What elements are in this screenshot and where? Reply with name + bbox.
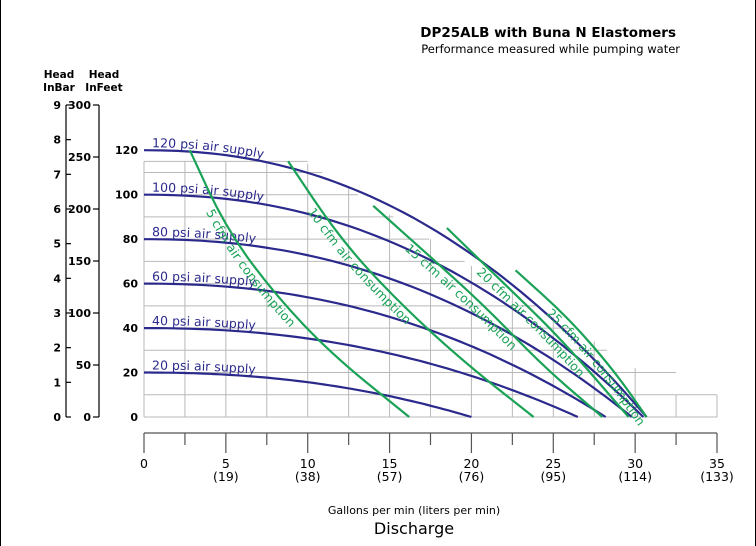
bar-tick-label: 1	[53, 376, 61, 389]
x-tick-label: 35	[709, 456, 725, 471]
bar-axis-header: InBar	[43, 82, 75, 94]
psi-tick-label: 40	[123, 322, 139, 335]
chart-subtitle: Performance measured while pumping water	[421, 42, 680, 56]
psi-tick-label: 80	[123, 233, 139, 246]
x-tick-label: 0	[140, 456, 148, 471]
pressure-curve	[144, 193, 645, 418]
x-tick-label: 20	[463, 456, 479, 471]
bar-tick-label: 2	[53, 342, 61, 355]
frame-left-border	[0, 0, 1, 546]
x-axis-label: Gallons per min (liters per min)	[328, 504, 500, 517]
x-tick-label: 5	[222, 456, 230, 471]
bar-tick-label: 4	[53, 272, 61, 285]
pressure-curve-label: 120 psi air supply	[152, 135, 266, 161]
x-tick-sublabel: (133)	[700, 469, 734, 484]
psi-tick-label: 100	[115, 189, 138, 202]
air-curve-label: 5 cfm air consumption	[203, 206, 299, 329]
x-tick-sublabel: (19)	[213, 469, 239, 484]
air-curve-label-text: 5 cfm air consumption	[203, 206, 299, 329]
feet-tick-label: 200	[68, 203, 91, 216]
pressure-curve-label: 40 psi air supply	[152, 313, 257, 332]
bar-tick-label: 9	[53, 99, 61, 112]
pressure-curve-label-text: 120 psi air supply	[152, 135, 266, 161]
bar-tick-label: 7	[53, 168, 61, 181]
chart-title: DP25ALB with Buna N Elastomers	[420, 25, 676, 41]
air-curve	[188, 149, 410, 418]
pressure-curve-label-text: 80 psi air supply	[152, 224, 258, 246]
pressure-curve-label: 80 psi air supply	[152, 224, 258, 246]
x-tick-sublabel: (95)	[540, 469, 566, 484]
x-axis-label-discharge: Discharge	[374, 519, 454, 538]
pressure-curve	[144, 327, 579, 419]
pressure-curve	[143, 149, 648, 418]
pressure-curve	[144, 371, 472, 419]
air-curve	[372, 204, 604, 418]
pressure-curve	[144, 238, 633, 418]
pressure-curve	[144, 282, 607, 418]
feet-tick-label: 150	[68, 255, 91, 268]
air-curve	[287, 160, 535, 418]
bar-tick-label: 3	[53, 307, 61, 320]
x-tick-label: 15	[382, 456, 398, 471]
x-tick-sublabel: (114)	[618, 469, 652, 484]
bar-tick-label: 5	[53, 238, 61, 251]
psi-tick-label: 20	[123, 367, 139, 380]
pressure-curve-label: 20 psi air supply	[152, 358, 257, 377]
psi-tick-label: 120	[115, 144, 138, 157]
psi-tick-label: 0	[130, 411, 138, 424]
feet-tick-label: 50	[76, 359, 92, 372]
pressure-curve-label-text: 20 psi air supply	[152, 358, 257, 377]
x-tick-label: 25	[545, 456, 561, 471]
feet-tick-label: 300	[68, 99, 91, 112]
x-tick-label: 30	[627, 456, 643, 471]
chart-axes: 0 5(19)10(38)15(57)20(76)25(95)30(114)35(…	[43, 69, 734, 484]
x-tick-label: 10	[300, 456, 316, 471]
feet-tick-label: 250	[68, 151, 91, 164]
pressure-curve-label-text: 40 psi air supply	[152, 313, 257, 332]
feet-tick-label: 0	[83, 411, 91, 424]
feet-axis-header: Head	[89, 69, 120, 81]
feet-axis-header: InFeet	[85, 82, 122, 94]
feet-tick-label: 100	[68, 307, 91, 320]
bar-tick-label: 6	[53, 203, 61, 216]
bar-tick-label: 8	[53, 134, 61, 147]
psi-tick-label: 60	[123, 278, 139, 291]
x-tick-sublabel: (38)	[295, 469, 321, 484]
air-curve	[514, 269, 648, 418]
x-tick-sublabel: (57)	[377, 469, 403, 484]
x-tick-sublabel: (76)	[459, 469, 485, 484]
bar-tick-label: 0	[53, 411, 61, 424]
bar-axis-header: Head	[44, 69, 75, 81]
air-curve	[446, 227, 630, 418]
